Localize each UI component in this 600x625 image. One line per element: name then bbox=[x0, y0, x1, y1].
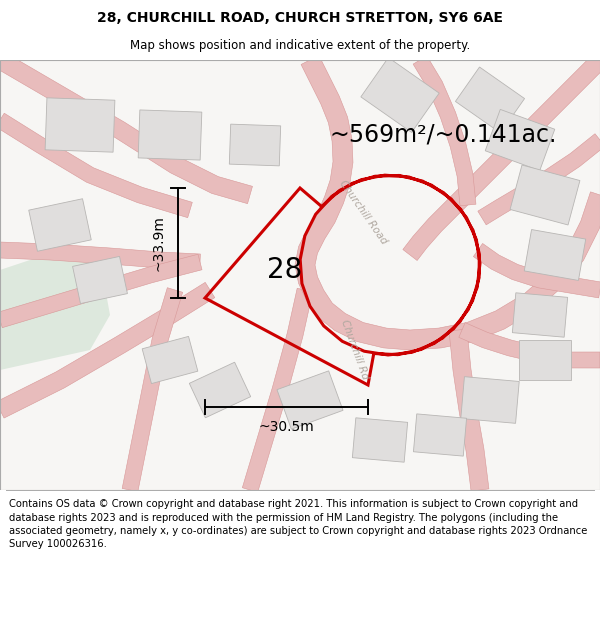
Polygon shape bbox=[403, 54, 600, 261]
Text: ~33.9m: ~33.9m bbox=[152, 215, 166, 271]
Text: 28: 28 bbox=[268, 256, 302, 284]
Bar bbox=[277, 371, 343, 429]
Text: Contains OS data © Crown copyright and database right 2021. This information is : Contains OS data © Crown copyright and d… bbox=[9, 499, 587, 549]
Bar bbox=[45, 98, 115, 152]
Polygon shape bbox=[242, 288, 313, 492]
Polygon shape bbox=[0, 52, 253, 204]
Text: Churchill Road: Churchill Road bbox=[337, 178, 389, 246]
Polygon shape bbox=[0, 242, 200, 270]
Bar bbox=[461, 377, 519, 423]
Polygon shape bbox=[0, 250, 110, 370]
Bar bbox=[510, 165, 580, 225]
Polygon shape bbox=[0, 113, 192, 218]
Bar bbox=[524, 229, 586, 281]
Bar bbox=[138, 110, 202, 160]
Bar bbox=[512, 292, 568, 338]
Bar bbox=[352, 418, 407, 462]
Bar bbox=[485, 109, 555, 171]
Bar bbox=[413, 414, 467, 456]
Text: 28, CHURCHILL ROAD, CHURCH STRETTON, SY6 6AE: 28, CHURCHILL ROAD, CHURCH STRETTON, SY6… bbox=[97, 11, 503, 25]
Bar bbox=[29, 199, 91, 251]
Bar bbox=[142, 336, 198, 384]
Bar bbox=[519, 340, 571, 380]
Polygon shape bbox=[0, 254, 202, 328]
Bar bbox=[361, 58, 439, 132]
Polygon shape bbox=[295, 56, 600, 350]
Bar bbox=[190, 362, 251, 418]
Text: Map shows position and indicative extent of the property.: Map shows position and indicative extent… bbox=[130, 39, 470, 51]
Polygon shape bbox=[459, 322, 600, 368]
Text: Churchill Rd: Churchill Rd bbox=[340, 319, 370, 381]
Text: ~569m²/~0.141ac.: ~569m²/~0.141ac. bbox=[330, 123, 557, 147]
Bar bbox=[229, 124, 281, 166]
Polygon shape bbox=[473, 244, 600, 298]
Polygon shape bbox=[413, 56, 476, 206]
Polygon shape bbox=[0, 282, 215, 418]
Polygon shape bbox=[122, 288, 182, 492]
Polygon shape bbox=[449, 329, 489, 491]
Bar bbox=[73, 256, 127, 304]
Polygon shape bbox=[478, 134, 600, 225]
Polygon shape bbox=[0, 60, 600, 490]
Text: ~30.5m: ~30.5m bbox=[259, 420, 314, 434]
Bar bbox=[455, 67, 524, 133]
